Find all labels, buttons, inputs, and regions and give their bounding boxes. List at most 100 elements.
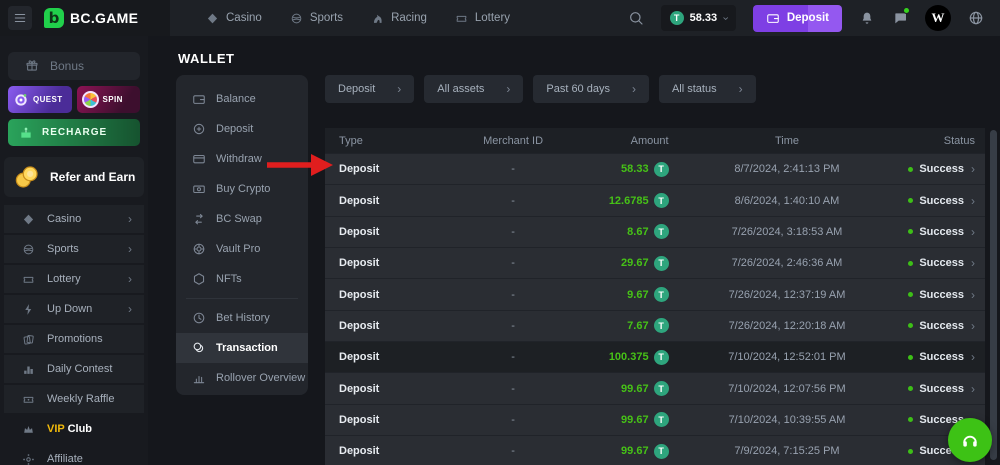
chat-button[interactable]	[892, 7, 910, 26]
wallet-menu-rollover-overview[interactable]: Rollover Overview	[176, 363, 308, 393]
crown-icon	[24, 425, 33, 433]
status-dot	[908, 260, 914, 266]
wallet-menu-label: Bet History	[216, 312, 270, 324]
amount-value: 8.67	[627, 225, 649, 238]
wallet-menu-balance[interactable]: Balance	[176, 84, 308, 114]
top-bar: b BC.GAME Casino Sports Racing Lottery T 58…	[0, 0, 1000, 36]
wallet-menu-label: BC Swap	[216, 213, 262, 225]
table-row[interactable]: Deposit - 7.67 T 7/26/2024, 12:20:18 AM Succe…	[325, 309, 985, 342]
sidebar-item-sports[interactable]: Sports ›	[4, 235, 144, 263]
sidebar-item-lottery[interactable]: Lottery ›	[4, 265, 144, 293]
cell-time: 8/7/2024, 2:41:13 PM	[734, 163, 840, 176]
spin-button[interactable]: SPIN	[76, 86, 140, 113]
sidebar-item-up-down[interactable]: Up Down ›	[4, 295, 144, 323]
chat-icon	[894, 13, 906, 24]
tether-coin-icon: T	[653, 224, 669, 240]
scrollbar-thumb[interactable]	[990, 130, 997, 460]
refer-and-earn-button[interactable]: Refer and Earn	[4, 157, 144, 197]
table-row[interactable]: Deposit -99.67 T 7/9/2024, 7:15:25 PM Succes…	[325, 435, 985, 465]
hamburger-menu-button[interactable]	[8, 6, 32, 30]
table-row[interactable]: Deposit - 58.33 T 8/7/2024, 2:41:13 PM Succes…	[325, 153, 985, 185]
cell-status: Success ›	[879, 351, 985, 363]
status-dot	[908, 198, 914, 204]
ticket-icon	[456, 15, 467, 22]
cell-merchant-id: -	[511, 194, 515, 207]
sidebar-item-promotions[interactable]: Promotions	[4, 325, 144, 353]
ball-icon	[23, 244, 34, 254]
cell-merchant-id: -	[511, 319, 515, 332]
diamond-icon	[207, 13, 218, 23]
cell-time: 7/9/2024, 7:15:25 PM	[734, 445, 840, 458]
balance-selector[interactable]: T 58.33 ›	[660, 5, 736, 31]
table-row[interactable]: Deposit - 100.375 T 7/10/2024, 12:52:01 PM Su…	[325, 341, 985, 373]
status-label: Success	[919, 163, 964, 176]
top-nav-sports[interactable]: Sports	[290, 12, 343, 25]
wallet-menu-bc-swap[interactable]: BC Swap	[176, 204, 308, 234]
table-row[interactable]: Deposit - 9.67 T 7/26/2024, 12:37:19 AM Succe…	[325, 278, 985, 310]
sidebar-item-vip-club[interactable]: VIP Club	[4, 415, 144, 443]
cell-type: Deposit	[339, 413, 380, 426]
status-dot	[908, 417, 914, 423]
language-button[interactable]	[968, 10, 984, 26]
cell-merchant-id: -	[511, 225, 515, 238]
gold-coins-icon	[15, 166, 38, 188]
sidebar-item-casino[interactable]: Casino ›	[4, 205, 144, 233]
amount-value: 100.375	[608, 351, 649, 364]
wallet-menu-label: Balance	[216, 93, 256, 105]
recharge-button[interactable]: RECHARGE	[8, 119, 140, 146]
filter-label: Deposit	[338, 83, 376, 95]
cell-amount: 100.375 T	[576, 349, 695, 365]
sidebar-item-affiliate[interactable]: Affiliate	[4, 445, 144, 465]
ball-icon	[291, 13, 302, 23]
status-dot	[908, 323, 914, 329]
cell-status: Success ›	[879, 163, 985, 175]
wallet-menu-transaction[interactable]: Transaction	[176, 333, 308, 363]
support-button[interactable]	[948, 418, 992, 462]
wallet-menu-vault-pro[interactable]: Vault Pro	[176, 234, 308, 264]
table-row[interactable]: Deposit - 8.67 T 7/26/2024, 3:18:53 AM Succes…	[325, 215, 985, 248]
status-dot	[908, 229, 914, 235]
table-header-row: Type Merchant ID Amount Time Status	[325, 128, 985, 153]
page-title: WALLET	[178, 51, 235, 66]
deposit-button[interactable]: Deposit	[752, 4, 842, 32]
filter-all-assets[interactable]: All assets ›	[424, 75, 524, 103]
wallet-menu-nfts[interactable]: NFTs	[176, 264, 308, 294]
table-row[interactable]: Deposit - 12.6785 T 8/6/2024, 1:40:10 AM Succ…	[325, 184, 985, 216]
chevron-down-icon: ›	[719, 16, 732, 20]
tether-coin-icon: T	[653, 443, 669, 459]
filter-all-status[interactable]: All status ›	[658, 75, 756, 103]
bonus-button[interactable]: Bonus	[8, 52, 140, 80]
filter-label: All assets	[437, 83, 485, 95]
sidebar-item-label: Sports	[47, 243, 79, 255]
table-row[interactable]: Deposit - 29.67 T 7/26/2024, 2:46:36 AM Succe…	[325, 247, 985, 279]
top-nav-lottery[interactable]: Lottery	[455, 12, 510, 25]
top-nav-casino[interactable]: Casino	[206, 12, 262, 25]
col-header-time: Time	[774, 134, 799, 147]
filter-deposit[interactable]: Deposit ›	[325, 75, 415, 103]
wallet-menu-buy-crypto[interactable]: Buy Crypto	[176, 174, 308, 204]
filter-past-60-days[interactable]: Past 60 days ›	[533, 75, 649, 103]
top-nav-racing[interactable]: Racing	[371, 12, 427, 25]
bcgame-logo[interactable]: b BC.GAME	[44, 8, 138, 28]
cell-amount: 7.67 T	[576, 318, 695, 334]
cell-time: 7/26/2024, 3:18:53 AM	[731, 225, 843, 238]
table-row[interactable]: Deposit - 99.67 T 7/10/2024, 12:07:56 PM Succ…	[325, 372, 985, 404]
sidebar-item-label: Casino	[47, 213, 82, 225]
wallet-menu-deposit[interactable]: Deposit	[176, 114, 308, 144]
sidebar-item-daily-contest[interactable]: Daily Contest	[4, 355, 144, 383]
chat-online-dot	[903, 7, 910, 14]
user-avatar[interactable]: W	[925, 5, 951, 31]
sidebar-item-weekly-raffle[interactable]: Weekly Raffle	[4, 385, 144, 413]
wallet-menu-bet-history[interactable]: Bet History	[176, 303, 308, 333]
sidebar-item-label: Lottery	[47, 273, 81, 285]
cell-status: Success ›	[879, 257, 985, 269]
bcgame-logo-text: BC.GAME	[70, 10, 139, 26]
vault-icon	[193, 243, 205, 255]
recharge-label: RECHARGE	[42, 127, 108, 138]
table-row[interactable]: Deposit - 99.67 T 7/10/2024, 10:39:55 AM Succ…	[325, 403, 985, 436]
search-button[interactable]	[628, 10, 644, 26]
wallet-menu-withdraw[interactable]: Withdraw	[176, 144, 308, 174]
amount-value: 12.6785	[608, 194, 649, 207]
quest-button[interactable]: QUEST	[8, 86, 72, 113]
notifications-button[interactable]	[859, 10, 875, 26]
